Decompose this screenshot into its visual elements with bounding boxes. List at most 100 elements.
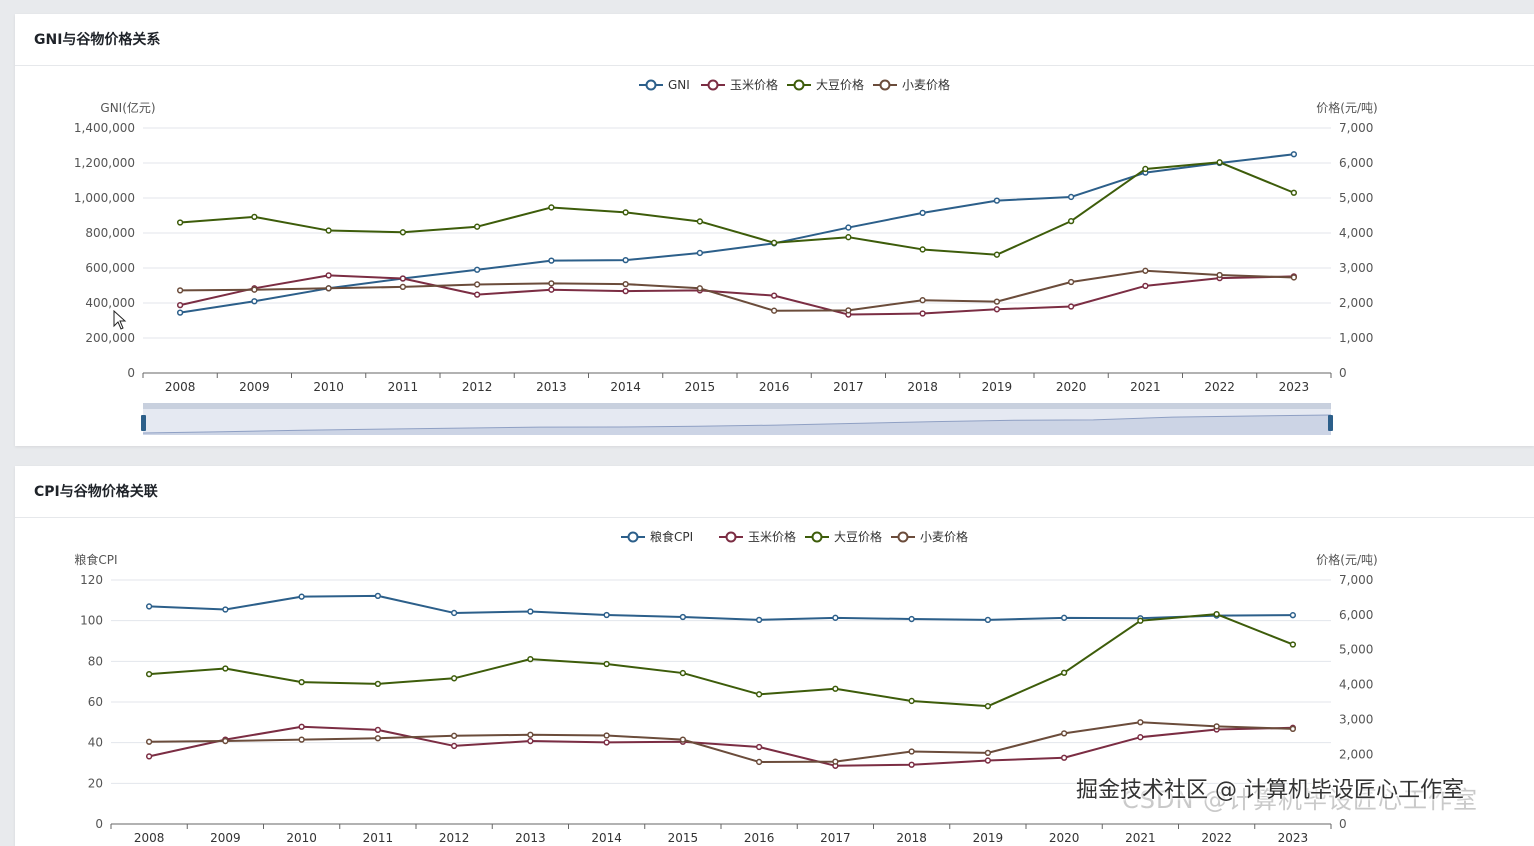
data-point[interactable] [919,246,926,253]
data-point[interactable] [993,197,1001,204]
data-point[interactable] [993,298,1001,305]
data-point[interactable] [1213,723,1220,730]
data-point[interactable] [399,283,407,291]
data-point[interactable] [1137,617,1144,624]
data-point[interactable] [473,223,481,230]
data-point[interactable] [1216,271,1223,279]
zoom-left-handle[interactable] [141,415,146,431]
data-point[interactable] [1213,611,1220,618]
data-point[interactable] [145,753,153,760]
data-point[interactable] [298,736,305,743]
data-point[interactable] [984,703,992,710]
data-point[interactable] [222,737,229,745]
legend-item[interactable]: 大豆价格 [805,529,882,544]
data-point[interactable] [1289,641,1297,648]
data-point[interactable] [603,739,610,746]
data-point[interactable] [251,298,258,305]
data-point[interactable] [1060,669,1068,676]
data-point[interactable] [603,732,610,739]
data-point[interactable] [399,229,407,236]
data-point[interactable] [984,616,992,624]
data-point[interactable] [374,680,382,688]
data-point[interactable] [984,749,992,757]
data-point[interactable] [251,213,258,221]
data-point[interactable] [845,234,852,241]
data-point[interactable] [832,614,839,621]
data-point[interactable] [1060,754,1068,761]
data-point[interactable] [527,655,534,663]
data-zoom-slider[interactable] [141,403,1333,435]
data-point[interactable] [298,723,305,730]
data-point[interactable] [908,615,915,623]
data-point[interactable] [755,691,763,698]
data-point[interactable] [298,593,305,600]
data-point[interactable] [1067,217,1075,225]
data-point[interactable] [622,256,629,264]
data-point[interactable] [374,726,382,734]
data-point[interactable] [450,675,458,682]
data-point[interactable] [450,732,458,739]
data-point[interactable] [325,285,332,292]
data-point[interactable] [1216,159,1223,166]
data-point[interactable] [755,616,763,624]
data-point[interactable] [1067,303,1075,310]
data-point[interactable] [1137,734,1144,741]
data-point[interactable] [374,592,382,600]
data-point[interactable] [696,249,704,257]
legend-item[interactable]: 粮食CPI [621,529,693,544]
data-point[interactable] [679,669,687,677]
data-point[interactable] [548,280,555,287]
data-point[interactable] [399,275,407,282]
data-point[interactable] [984,757,992,764]
data-point[interactable] [993,251,1001,258]
data-point[interactable] [908,761,915,768]
legend-item[interactable]: 小麦价格 [873,77,950,92]
legend-item[interactable]: 小麦价格 [891,529,968,544]
data-point[interactable] [145,738,153,745]
data-point[interactable] [1289,612,1297,619]
data-point[interactable] [176,219,184,226]
data-point[interactable] [1142,282,1149,290]
data-point[interactable] [548,257,555,264]
data-point[interactable] [770,239,778,246]
data-point[interactable] [993,306,1001,313]
data-point[interactable] [325,272,332,279]
data-point[interactable] [908,748,915,755]
data-point[interactable] [770,292,778,299]
data-point[interactable] [919,310,926,317]
data-point[interactable] [603,660,610,668]
data-point[interactable] [145,670,153,678]
data-point[interactable] [548,204,555,211]
legend-item[interactable]: 大豆价格 [787,77,864,92]
data-point[interactable] [919,209,926,217]
data-point[interactable] [845,224,852,231]
zoom-right-handle[interactable] [1328,415,1333,431]
data-point[interactable] [679,736,687,743]
data-point[interactable] [622,209,629,216]
data-point[interactable] [527,608,534,615]
data-point[interactable] [222,665,229,672]
data-point[interactable] [1060,614,1068,621]
data-point[interactable] [919,297,926,304]
data-point[interactable] [845,307,852,314]
data-point[interactable] [755,743,763,751]
data-point[interactable] [1290,274,1298,281]
data-point[interactable] [1067,193,1075,201]
data-point[interactable] [176,287,184,294]
data-point[interactable] [527,731,534,738]
data-point[interactable] [450,609,458,617]
data-point[interactable] [548,286,555,293]
data-point[interactable] [298,678,305,686]
data-point[interactable] [1137,719,1144,726]
data-point[interactable] [832,685,839,692]
data-point[interactable] [908,697,915,705]
data-point[interactable] [176,309,184,316]
data-point[interactable] [1142,267,1149,274]
data-point[interactable] [832,758,839,765]
data-point[interactable] [603,611,610,619]
data-point[interactable] [679,613,687,621]
legend-item[interactable]: 玉米价格 [701,77,778,92]
data-point[interactable] [473,291,481,298]
data-point[interactable] [473,266,481,273]
data-point[interactable] [622,287,629,295]
